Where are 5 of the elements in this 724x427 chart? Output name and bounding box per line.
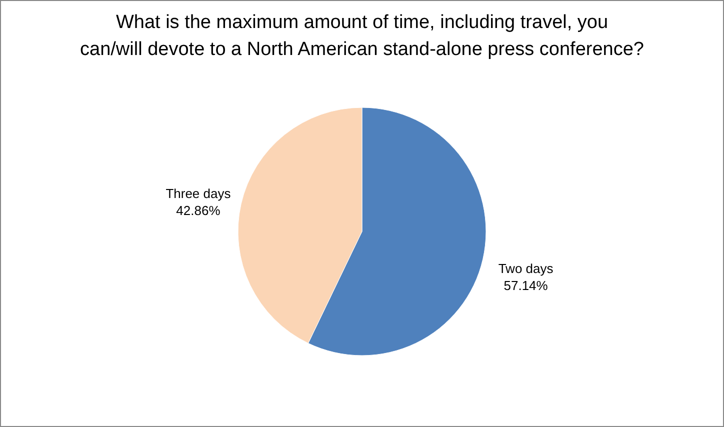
chart-title: What is the maximum amount of time, including travel, you can/will devote to a North American stand-alone press conference? [80,12,644,60]
data-label: 57.14% [504,278,548,293]
data-label: 42.86% [176,203,221,218]
slice-label: Two days [498,260,554,276]
slice-label: Three days [166,186,232,202]
